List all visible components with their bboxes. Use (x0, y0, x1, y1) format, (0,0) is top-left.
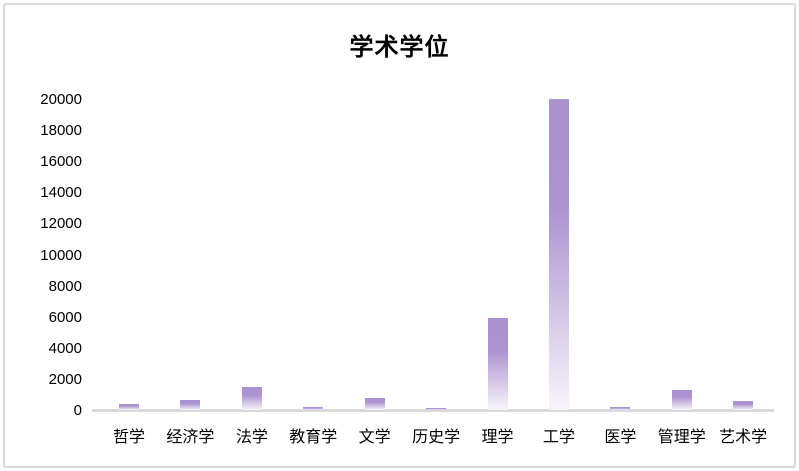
y-axis-tick-label: 0 (73, 402, 82, 419)
x-axis-label: 经济学 (166, 429, 215, 446)
y-axis-tick-label: 14000 (40, 184, 82, 202)
y-axis-tick-label: 12000 (40, 215, 82, 233)
bar-7 (487, 318, 508, 410)
x-axis-label: 哲学 (112, 429, 145, 446)
x-axis-label: 历史学 (412, 429, 461, 446)
y-axis-tick-label: 8000 (48, 277, 82, 295)
y-axis-tick-label: 20000 (40, 91, 82, 108)
chart-container: 学术学位 0 2000 4000 6000 8000 10000 12000 14000 160… (3, 3, 796, 468)
x-axis-label: 理学 (481, 429, 514, 446)
plot-area: 0 2000 4000 6000 8000 10000 12000 14000 16000 180… (40, 91, 778, 446)
y-axis-tick-label: 4000 (48, 339, 82, 357)
x-axis-label: 法学 (235, 429, 268, 446)
bar-2 (180, 399, 201, 410)
x-axis-label: 教育学 (289, 429, 338, 446)
y-axis-tick-label: 10000 (40, 246, 82, 264)
bar-9 (610, 406, 631, 410)
y-axis-tick-label: 6000 (48, 308, 82, 326)
y-axis-tick-label: 16000 (40, 153, 82, 171)
x-axis-label: 艺术学 (719, 429, 768, 446)
x-axis-label: 文学 (358, 429, 391, 446)
bar-3 (241, 387, 262, 410)
x-axis-line (92, 409, 774, 412)
bar-10 (671, 389, 692, 410)
bar-8 (548, 99, 569, 410)
x-axis-label: 管理学 (657, 429, 706, 446)
bar-5 (364, 397, 385, 410)
y-axis-tick-label: 2000 (48, 370, 82, 388)
bar-4 (303, 406, 324, 410)
bar-1 (119, 403, 139, 410)
bar-11 (733, 401, 754, 410)
chart-title: 学术学位 (349, 34, 450, 61)
y-axis-tick-label: 18000 (40, 122, 82, 140)
x-axis-label: 工学 (542, 429, 575, 446)
x-axis-label: 医学 (604, 429, 637, 446)
bar-6 (426, 407, 447, 410)
